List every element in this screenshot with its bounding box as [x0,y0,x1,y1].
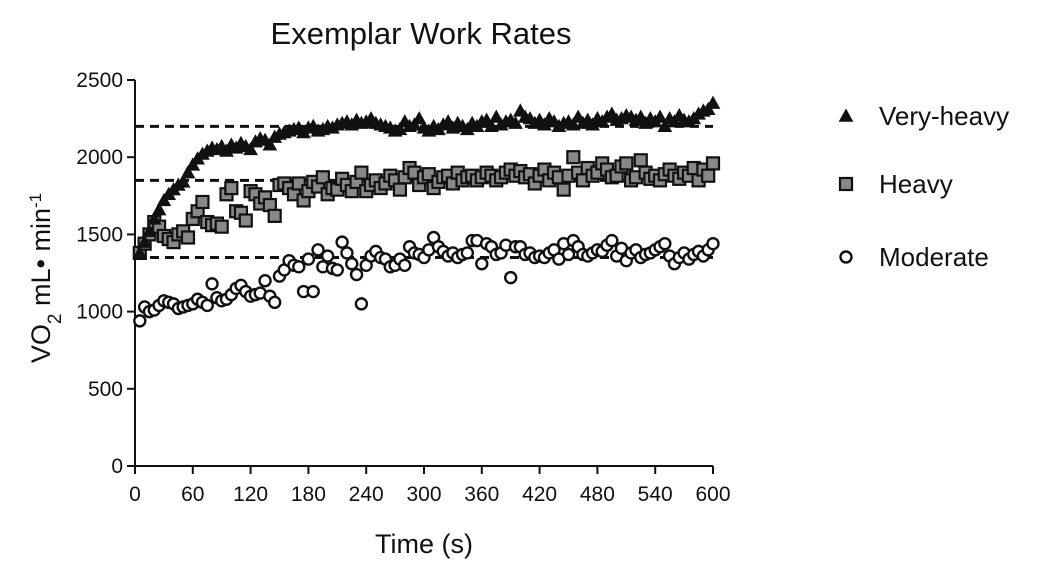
data-point-heavy [195,194,210,210]
x-tick-label: 0 [129,483,141,506]
y-tick-label: 2500 [76,69,123,92]
legend-label: Very-heavy [879,101,1009,131]
x-tick-label: 240 [349,483,384,506]
data-point-moderate [605,233,619,248]
x-tick-label: 360 [464,483,499,506]
data-point-heavy [566,150,581,165]
legend-marker-circle-icon [839,250,853,264]
data-point-heavy [556,182,571,197]
legend-item-heavy: Heavy [838,169,953,199]
data-point-very-heavy [411,111,427,125]
data-point-very-heavy [142,223,157,238]
data-point-heavy [633,153,648,168]
svg-text:VO2 mL• min-1: VO2 mL• min-1 [26,193,66,363]
data-point-very-heavy [705,95,721,109]
data-point-heavy [619,156,634,171]
legend-item-very-heavy: Very-heavy [838,101,1009,131]
data-point-heavy [214,219,229,234]
data-point-moderate [335,235,349,249]
data-point-moderate [133,314,147,328]
x-tick-label: 540 [638,483,673,506]
data-point-very-heavy [151,202,167,216]
series-moderate [133,230,720,328]
data-point-very-heavy [132,245,148,259]
y-axis-label-sub: 2 [45,314,66,325]
data-point-very-heavy [565,117,581,131]
axes: 0 500 1000 1500 2000 2500 0 60 120 180 240 300 360 42… [76,69,730,506]
chart-title: Exemplar Work Rates [271,16,572,51]
data-point-moderate [205,277,219,291]
data-point-moderate [320,249,335,263]
data-point-moderate [349,267,364,282]
series-very-heavy [132,95,721,259]
data-point-heavy [354,165,369,180]
x-tick-label: 180 [291,483,326,506]
data-point-moderate [561,247,576,262]
data-point-heavy [180,230,196,245]
data-point-moderate [475,257,489,271]
y-tick-label: 1500 [76,223,123,246]
data-point-very-heavy [180,165,196,179]
data-point-very-heavy [488,109,504,123]
data-point-heavy [701,168,716,183]
data-point-heavy [705,156,721,171]
data-point-very-heavy [652,109,668,123]
data-point-moderate [658,236,672,251]
data-point-moderate [706,236,720,251]
data-point-very-heavy [175,174,191,188]
data-point-moderate [354,297,369,311]
legend-label: Moderate [879,242,989,272]
data-point-moderate [340,246,354,260]
data-point-heavy [267,208,282,223]
data-point-moderate [330,263,344,277]
y-axis-label-main: VO [26,324,56,363]
y-axis-label-sup: -1 [26,193,45,208]
data-point-very-heavy [262,137,278,151]
x-tick-label: 300 [406,483,441,506]
data-point-moderate [306,284,320,299]
y-axis-label-unit: mL• min [26,208,56,313]
y-tick-label: 2000 [76,146,123,169]
data-point-heavy [392,182,408,197]
data-point-heavy [238,213,253,228]
data-point-very-heavy [243,141,258,156]
legend-marker-square-icon [838,176,854,192]
data-point-heavy [224,180,239,196]
data-point-very-heavy [146,211,162,225]
series-heavy [132,150,721,261]
legend-item-moderate: Moderate [839,242,989,272]
data-point-moderate [398,258,412,272]
x-tick-label: 420 [522,483,557,506]
data-point-moderate [311,243,325,257]
x-tick-label: 120 [233,483,268,506]
x-axis-label: Time (s) [375,529,473,559]
data-point-moderate [200,298,214,313]
legend: Very-heavy Heavy Moderate [838,101,1009,272]
data-point-very-heavy [137,234,152,248]
data-point-moderate [504,270,518,285]
x-tick-label: 60 [181,483,204,506]
y-tick-label: 1000 [76,301,123,324]
data-point-moderate [345,257,359,271]
data-point-heavy [315,170,330,185]
data-point-very-heavy [484,118,499,133]
y-tick-label: 0 [111,455,123,478]
data-point-moderate [292,260,306,274]
y-tick-label: 500 [88,378,123,401]
legend-marker-triangle-icon [838,108,854,122]
y-axis-label: VO2 mL• min-1 [26,193,66,363]
x-tick-label: 480 [580,483,615,506]
x-tick-label: 600 [695,483,730,506]
data-point-moderate [258,274,272,288]
data-points [132,95,721,328]
data-point-moderate [267,295,282,310]
data-point-moderate [301,252,316,266]
legend-label: Heavy [879,169,953,199]
data-point-moderate [460,246,475,260]
